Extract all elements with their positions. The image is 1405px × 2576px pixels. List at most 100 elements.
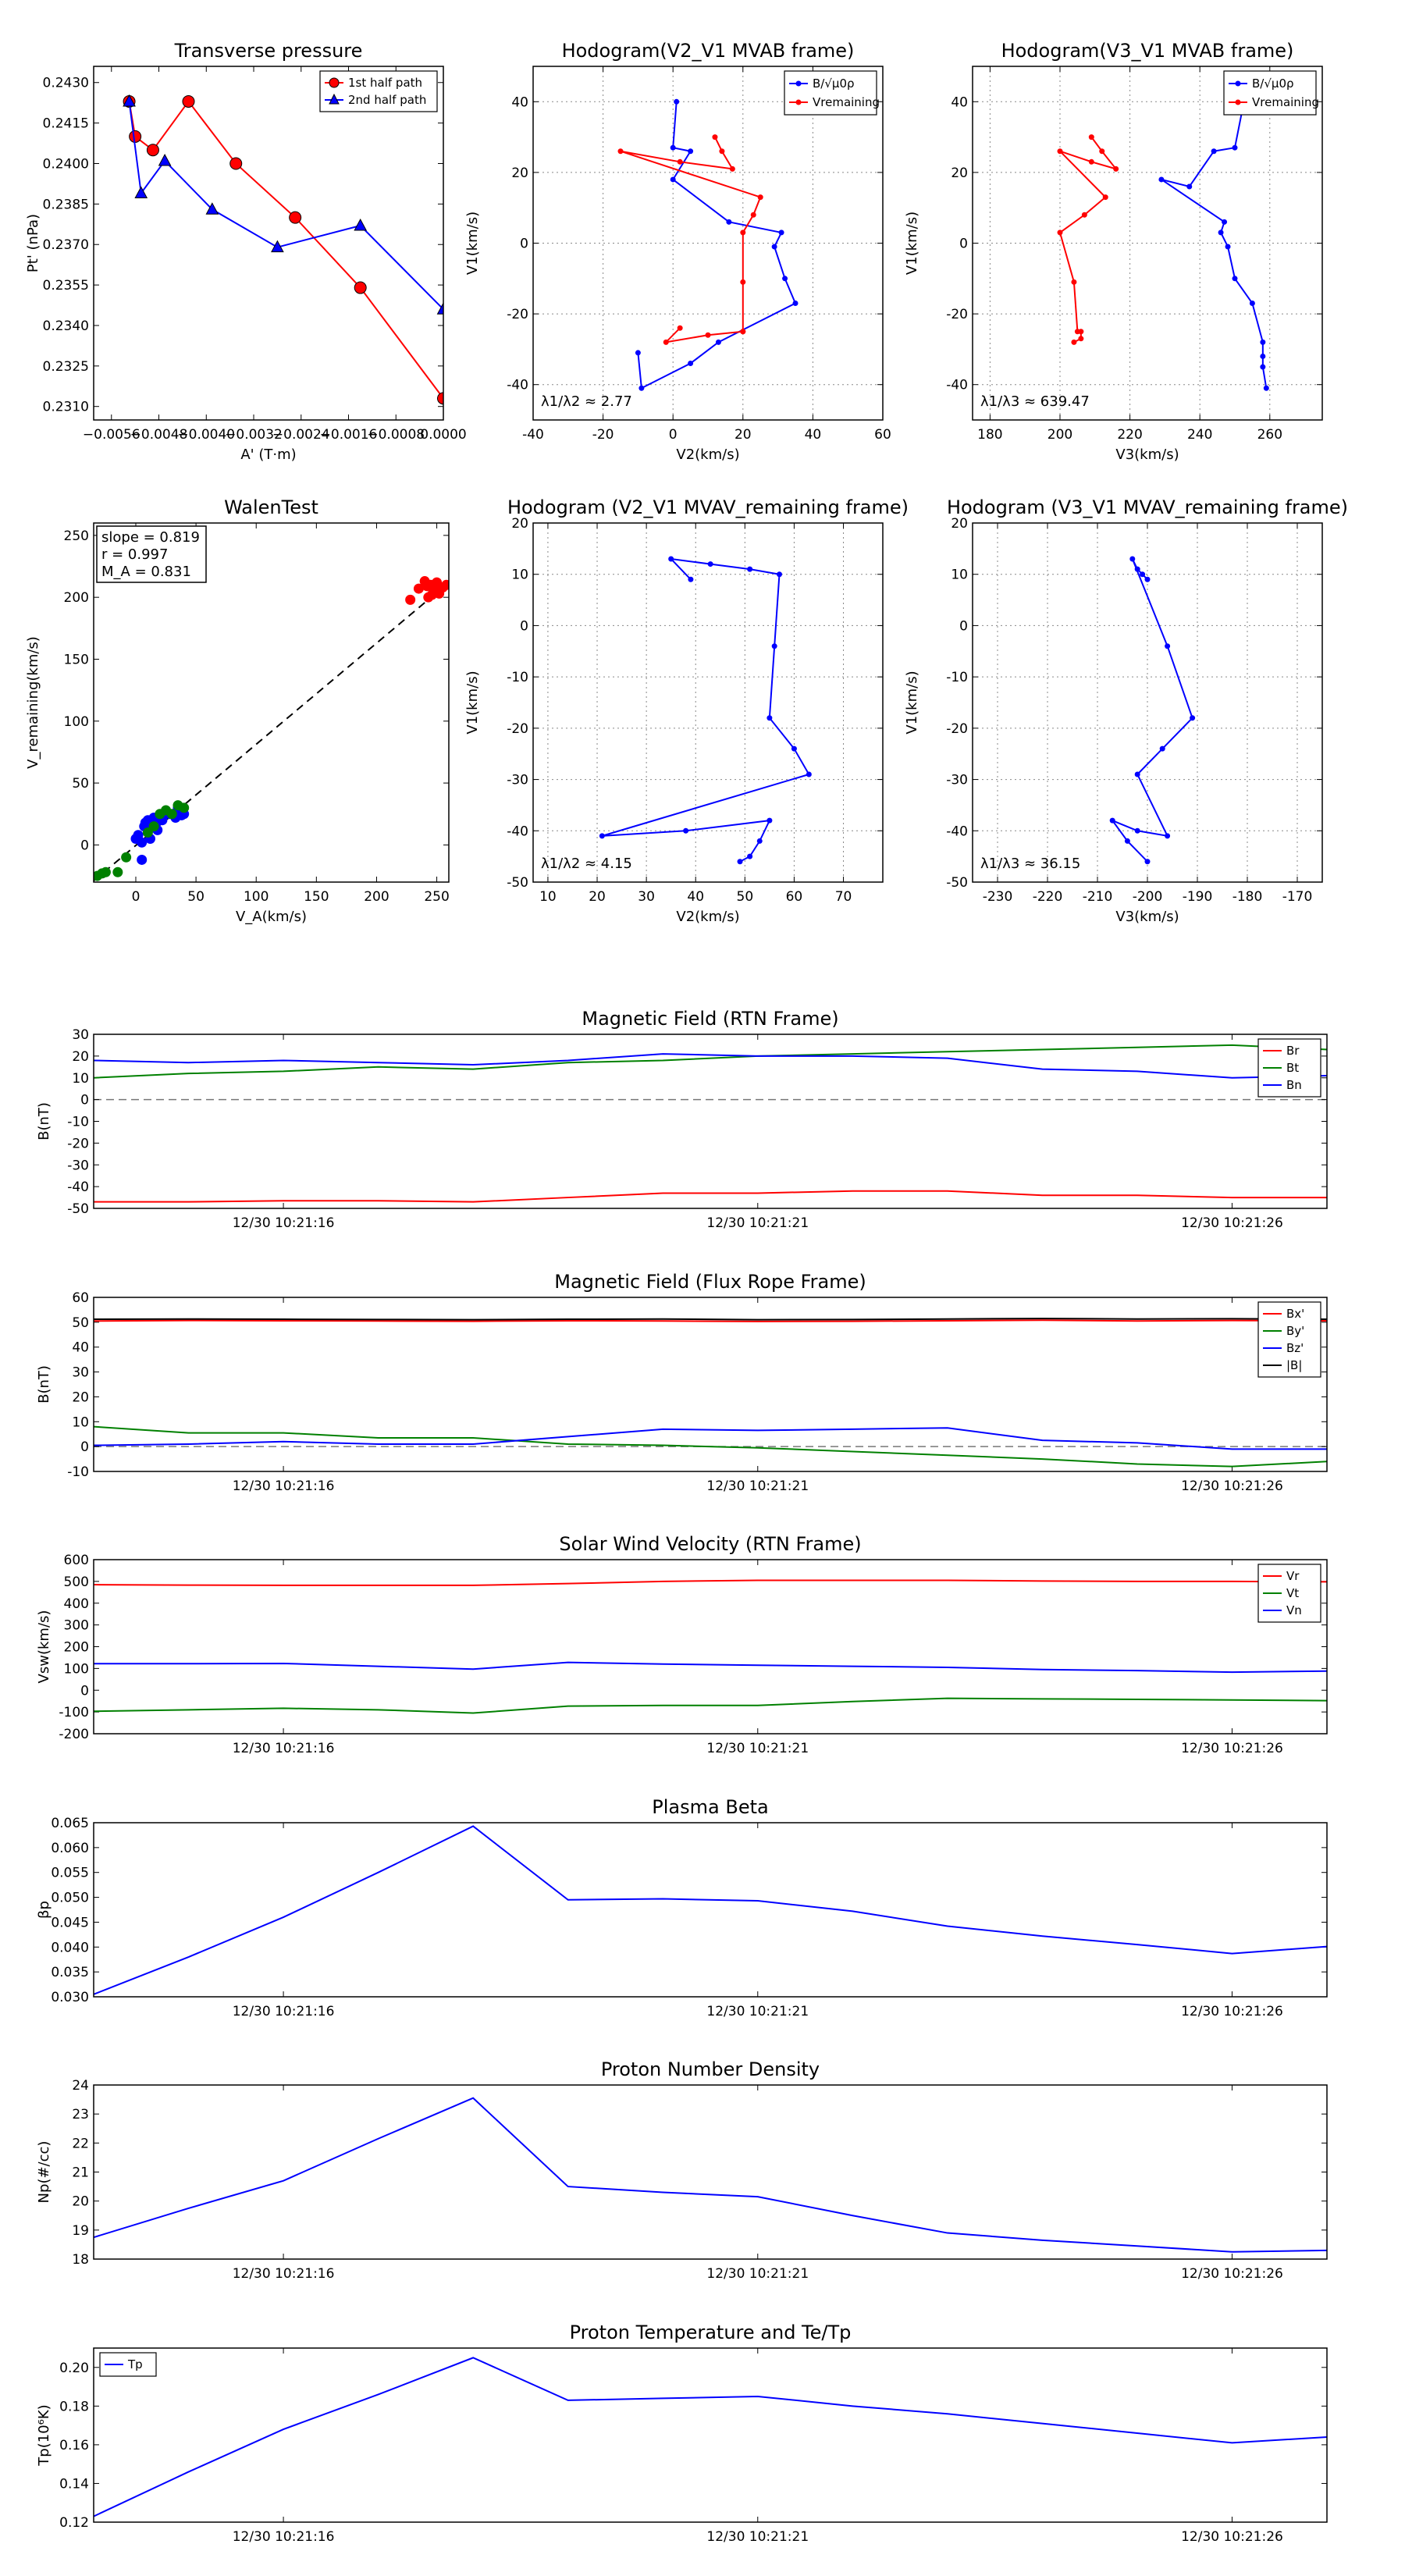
x-tick-label: 12/30 10:21:26 — [1181, 1215, 1283, 1231]
data-point — [1134, 566, 1140, 572]
scatter-point — [100, 866, 111, 877]
data-point — [719, 148, 725, 155]
scatter-point — [413, 583, 424, 594]
series-line-By' — [94, 1425, 1327, 1468]
chart-title: Transverse pressure — [174, 40, 363, 62]
data-point — [683, 827, 689, 834]
y-tick-label: 600 — [64, 1553, 89, 1568]
plot-area — [617, 98, 799, 391]
x-axis-label: V3(km/s) — [1115, 909, 1179, 925]
y-tick-label: 0.14 — [59, 2476, 89, 2492]
chart-title: Solar Wind Velocity (RTN Frame) — [559, 1533, 861, 1555]
y-tick-label: -10 — [946, 670, 968, 685]
y-tick-label: -10 — [67, 1464, 89, 1480]
legend-label: Bt — [1286, 1061, 1299, 1075]
data-point — [1124, 838, 1130, 844]
x-tick-label: 12/30 10:21:26 — [1181, 1741, 1283, 1756]
y-tick-label: 150 — [64, 652, 89, 667]
y-axis-label: V1(km/s) — [904, 671, 920, 734]
x-tick-label: 240 — [1187, 427, 1212, 443]
y-tick-label: -50 — [67, 1201, 89, 1217]
data-point — [670, 144, 676, 151]
data-point — [776, 571, 782, 578]
y-tick-label: 0.2340 — [43, 318, 89, 334]
x-tick-label: −0.0032 — [225, 427, 283, 443]
plot-frame — [93, 522, 450, 883]
y-tick-label: 0 — [80, 1439, 89, 1455]
x-tick-label: 180 — [977, 427, 1002, 443]
data-point — [158, 153, 172, 166]
chart-title: Proton Temperature and Te/Tp — [570, 2322, 852, 2343]
y-tick-label: 0.2370 — [43, 237, 89, 253]
x-tick-label: 12/30 10:21:21 — [706, 2004, 809, 2019]
y-axis-label: V1(km/s) — [464, 671, 481, 734]
y-tick-label: 0.2310 — [43, 400, 89, 415]
data-point — [1165, 833, 1171, 839]
y-tick-label: -30 — [67, 1158, 89, 1173]
chart-title: Hodogram(V3_V1 MVAB frame) — [1001, 40, 1294, 62]
y-tick-label: 200 — [64, 590, 89, 606]
chart-title: Hodogram(V2_V1 MVAB frame) — [562, 40, 855, 62]
y-tick-label: 50 — [72, 776, 89, 792]
data-point — [1144, 859, 1151, 865]
y-tick-label: -50 — [946, 875, 968, 891]
x-tick-label: 0 — [132, 889, 140, 905]
scatter-point — [148, 821, 159, 832]
x-tick-label: 50 — [737, 889, 754, 905]
series-line-Bx' — [94, 1319, 1327, 1322]
legend-marker — [329, 93, 340, 105]
series-line-B — [602, 557, 810, 863]
data-point — [707, 561, 713, 568]
legend-label: Br — [1286, 1044, 1300, 1058]
legend-marker — [329, 77, 340, 88]
y-tick-label: -10 — [67, 1115, 89, 1130]
y-tick-label: 0.20 — [59, 2361, 89, 2376]
y-tick-label: -20 — [946, 721, 968, 737]
series-line-B/√μ0ρ — [637, 101, 797, 390]
data-point — [782, 276, 788, 282]
y-axis-label: Np(#/cc) — [36, 2141, 52, 2204]
plot-area — [599, 556, 812, 865]
scatter-point — [137, 837, 148, 848]
x-tick-label: 30 — [638, 889, 655, 905]
legend-marker — [1235, 99, 1241, 105]
x-tick-label: 0 — [669, 427, 678, 443]
y-tick-label: 10 — [511, 568, 528, 583]
plot-area — [123, 94, 443, 405]
chart-title: Proton Number Density — [601, 2058, 820, 2080]
data-point — [756, 838, 763, 844]
legend-marker — [795, 80, 802, 87]
y-tick-label: -100 — [59, 1705, 89, 1720]
data-point — [688, 576, 694, 582]
x-tick-label: 12/30 10:21:16 — [233, 2004, 335, 2019]
scatter-point — [112, 866, 123, 877]
data-point — [1260, 339, 1266, 345]
y-tick-label: -50 — [507, 875, 528, 891]
series-line-Bt — [94, 1044, 1327, 1079]
data-point — [747, 566, 753, 572]
plot-frame — [972, 522, 1323, 883]
plot-frame — [93, 1297, 1328, 1472]
data-point — [146, 144, 159, 157]
series-line-Vremaining — [620, 137, 762, 343]
x-tick-label: -200 — [1133, 889, 1163, 905]
fit-line — [94, 582, 449, 882]
x-tick-label: -220 — [1033, 889, 1063, 905]
data-point — [1113, 165, 1119, 172]
data-point — [1260, 364, 1266, 370]
y-tick-label: 250 — [64, 528, 89, 544]
y-tick-label: 40 — [511, 94, 528, 110]
y-tick-label: 0 — [80, 838, 89, 853]
x-tick-label: 250 — [424, 889, 449, 905]
x-tick-label: 12/30 10:21:21 — [706, 1741, 809, 1756]
ratio-annotation: λ1/λ3 ≈ 36.15 — [980, 856, 1080, 872]
scatter-point — [166, 809, 177, 820]
data-point — [354, 218, 368, 231]
y-tick-label: 0.2430 — [43, 76, 89, 91]
data-point — [134, 186, 148, 199]
data-point — [617, 148, 624, 155]
y-tick-label: 40 — [72, 1340, 89, 1356]
x-tick-label: 12/30 10:21:21 — [706, 2266, 809, 2282]
ratio-annotation: λ1/λ2 ≈ 4.15 — [541, 856, 632, 872]
